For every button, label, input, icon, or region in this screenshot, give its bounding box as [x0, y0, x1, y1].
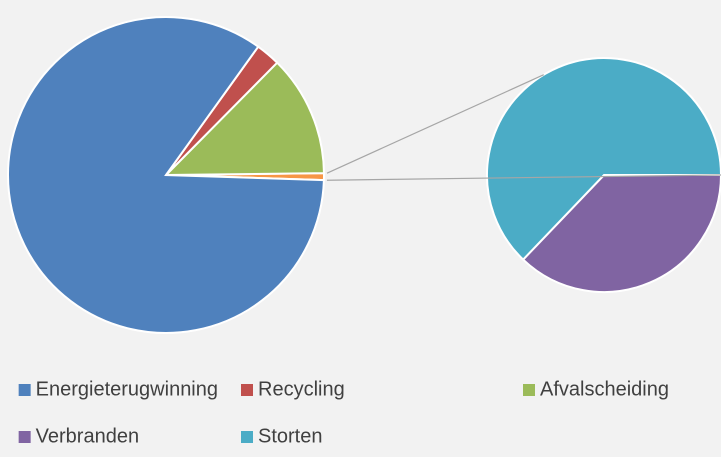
pie-slice [163, 61, 326, 177]
legend-label: Afvalscheiding [540, 378, 669, 400]
legend-marker [241, 384, 253, 396]
pie-slice [486, 57, 721, 261]
pie-slice [7, 16, 325, 334]
connector-line [326, 74, 544, 174]
legend-label: Verbranden [36, 425, 139, 447]
legend-marker [523, 384, 535, 396]
connector-line [326, 174, 721, 181]
legend-label: Energieterugwinning [36, 378, 218, 400]
legend-label: Storten [258, 425, 322, 447]
legend-marker [18, 431, 31, 443]
legend-label: Recycling [258, 378, 345, 400]
legend-marker [241, 431, 253, 443]
legend-marker [18, 384, 31, 396]
pie-slice [521, 174, 721, 293]
